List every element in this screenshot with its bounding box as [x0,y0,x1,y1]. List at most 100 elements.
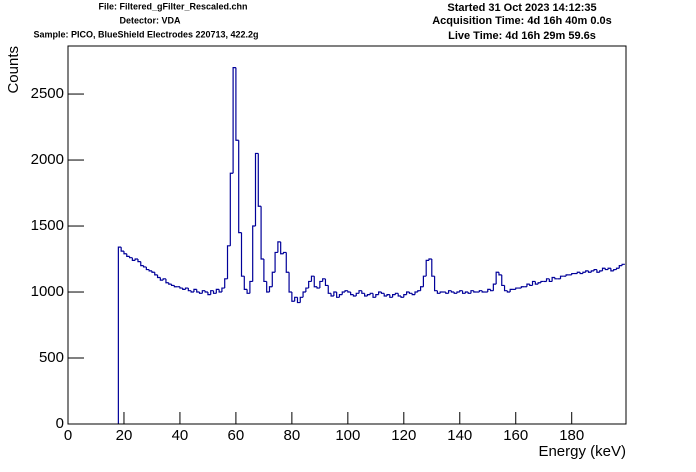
histogram-bin [238,140,242,234]
histogram-bin [386,294,390,296]
histogram-bin [585,270,589,273]
histogram-bin [464,291,469,294]
x-tick-label: 160 [503,427,528,444]
histogram-bin [492,283,497,291]
histogram-bin [201,290,206,294]
histogram-bin [218,289,222,293]
histogram-bin [456,291,460,294]
histogram-bin [545,278,550,282]
histogram-bin [481,290,485,293]
histogram-bin [596,269,600,273]
histogram-bin [120,247,124,252]
histogram-bin [613,268,617,271]
sample-label: Sample: PICO, BlueShield Electrodes 2207… [33,29,258,39]
histogram-bin [576,271,581,274]
histogram-bin [534,281,539,285]
histogram-bin [302,291,306,298]
histogram-bin [417,290,421,293]
histogram-bin [137,259,141,263]
histogram-bin [271,271,276,287]
histogram-bin [249,280,253,294]
histogram-bin [322,278,326,282]
histogram-bin [330,293,334,297]
histogram-bin [565,274,569,277]
histogram-bin [431,259,435,277]
y-tick-label: 1000 [31,283,64,300]
histogram-bin [498,272,502,276]
histogram-bin [173,285,178,288]
histogram-bin [470,290,474,294]
histogram-bin [294,296,298,302]
histogram-bin [526,283,530,287]
histogram-bin [397,293,402,297]
histogram-bin [551,276,555,282]
histogram-bin [411,293,416,296]
histogram-bin [520,286,525,289]
histogram-bin [324,278,329,287]
histogram-bin [548,278,553,283]
histogram-bin [392,294,396,298]
histogram-bin [148,269,152,272]
y-tick-label: 0 [56,415,64,432]
histogram-bin [299,296,304,303]
histogram-bin [403,294,407,298]
histogram-bin [529,284,533,287]
histogram-bin [243,276,248,290]
histogram-bin [210,290,214,295]
histogram-bin [571,272,575,275]
y-tick-label: 500 [39,349,64,366]
histogram-bin [394,292,399,295]
file-label: File: Filtered_gFilter_Rescaled.chn [98,1,247,11]
histogram-bin [607,267,611,270]
histogram-bin [375,294,379,298]
histogram-bin [355,292,360,296]
y-tick-label: 2500 [31,85,64,102]
histogram-bin [445,292,449,294]
histogram-bin [419,286,424,291]
histogram-bin [117,246,122,424]
histogram-bin [232,67,236,174]
histogram-bin [459,290,463,293]
histogram-bin [447,290,452,294]
histogram-bin [274,251,278,273]
histogram-bin [128,256,133,259]
histogram-bin [263,259,267,283]
x-tick-label: 120 [391,427,416,444]
histogram-bin [501,274,505,287]
histogram-bin [350,292,354,296]
histogram-bin [252,225,256,282]
histogram-bin [347,290,351,293]
x-tick-label: 180 [559,427,584,444]
histogram-bin [313,276,318,288]
histogram-bin [182,288,186,290]
histogram-bin [610,268,614,272]
histogram-bin [422,275,427,287]
live-time-label: Live Time: 4d 16h 29m 59.6s [448,30,596,42]
histogram-bin [487,288,491,293]
histogram-bin [226,245,231,279]
histogram-bin [159,277,164,281]
histogram-bin [414,291,418,295]
histogram-bin [503,285,508,292]
start-label: Started 31 Oct 2023 14:12:35 [447,2,596,14]
histogram-bin [554,277,558,280]
histogram-bin [296,297,301,304]
histogram-bin [531,280,536,286]
histogram-bin [285,252,290,273]
histogram-bin [308,280,312,289]
histogram-bin [478,290,483,293]
histogram-bin [168,282,172,285]
histogram-bin [327,285,332,294]
plot-frame [67,45,627,425]
histogram-bin [593,268,597,271]
histogram-bin [198,292,203,294]
histogram-bin [123,251,127,255]
histogram-bin [618,265,623,269]
y-tick-label: 1500 [31,217,64,234]
histogram-bin [165,278,169,284]
histogram-bin [184,287,189,290]
histogram-bin [151,270,155,273]
histogram-bin [145,266,150,271]
histogram-bin [204,290,208,293]
